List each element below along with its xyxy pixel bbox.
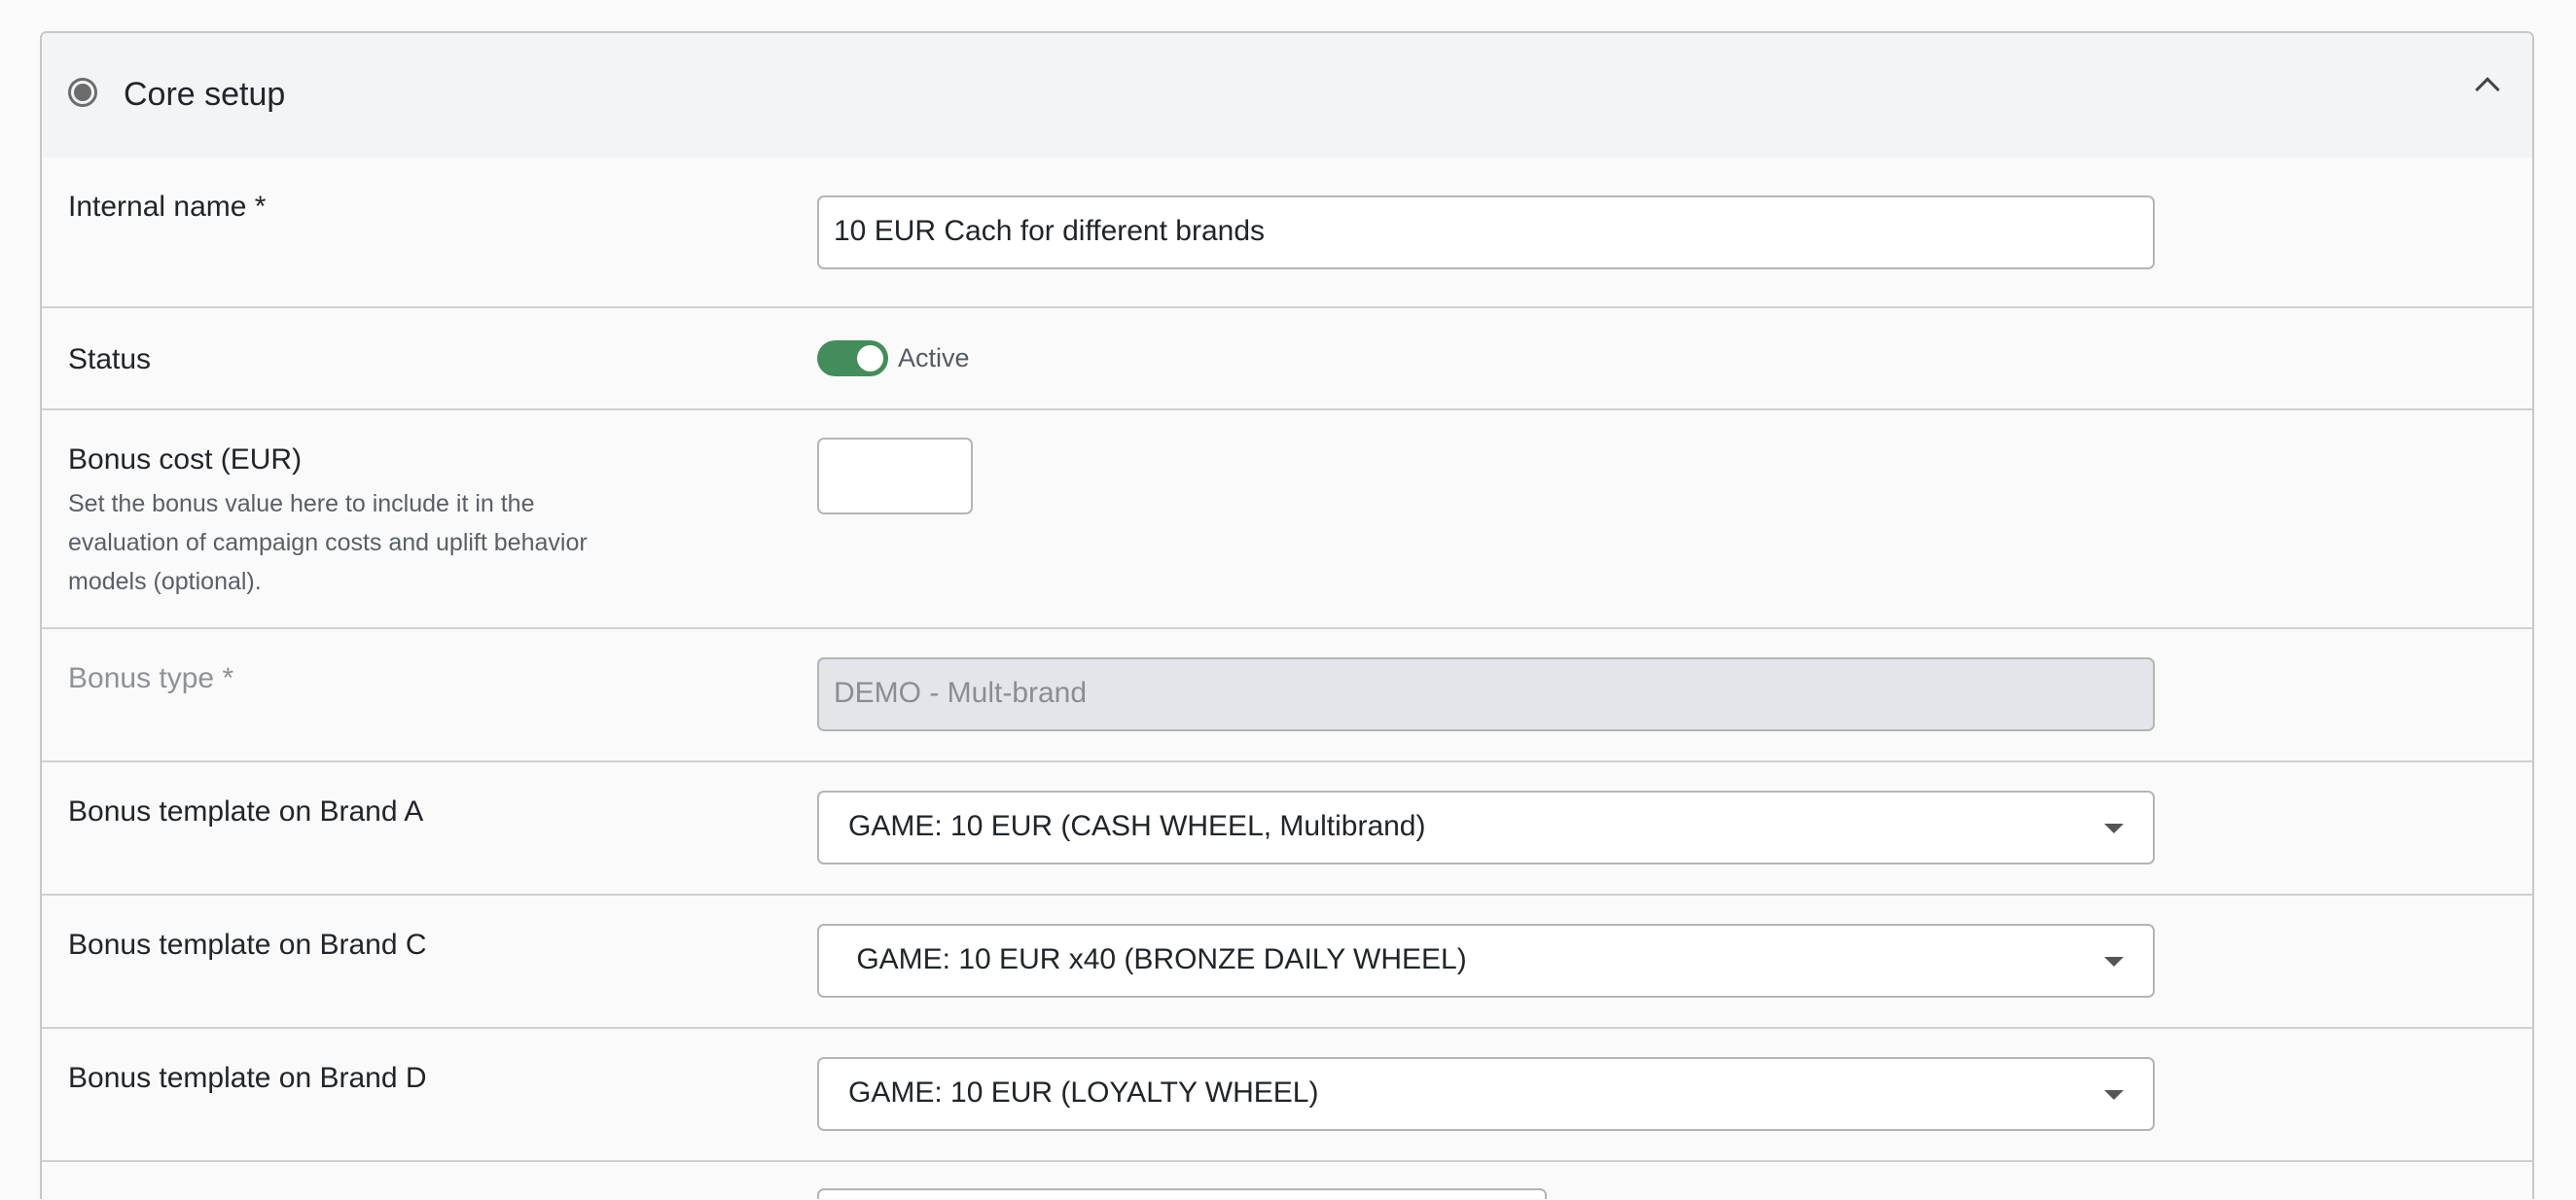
bonus-type-label: Bonus type *	[68, 662, 234, 694]
row-next	[42, 1162, 2532, 1199]
panel-header[interactable]: Core setup	[42, 33, 2532, 158]
chevron-up-icon[interactable]	[2475, 77, 2500, 102]
row-brand-d: Bonus template on Brand D GAME: 10 EUR (…	[42, 1029, 2532, 1162]
status-toggle-label: Active	[898, 343, 970, 372]
status-label: Status	[68, 343, 152, 375]
row-brand-a: Bonus template on Brand A GAME: 10 EUR (…	[42, 762, 2532, 896]
bonus-cost-help: Set the bonus value here to include it i…	[68, 490, 588, 595]
brand-c-select[interactable]: GAME: 10 EUR x40 (BRONZE DAILY WHEEL)	[817, 924, 2155, 998]
internal-name-label: Internal name *	[68, 191, 267, 223]
caret-down-icon	[2104, 824, 2124, 833]
brand-a-label: Bonus template on Brand A	[68, 795, 424, 828]
caret-down-icon	[2104, 1090, 2124, 1100]
brand-c-value: GAME: 10 EUR x40 (BRONZE DAILY WHEEL)	[848, 943, 1467, 975]
row-bonus-cost: Bonus cost (EUR) Set the bonus value her…	[42, 410, 2532, 629]
internal-name-input[interactable]: 10 EUR Cach for different brands	[817, 195, 2155, 269]
bonus-cost-input[interactable]	[817, 438, 973, 514]
brand-a-value: GAME: 10 EUR (CASH WHEEL, Multibrand)	[848, 810, 1426, 842]
status-toggle[interactable]	[817, 340, 888, 376]
brand-c-label: Bonus template on Brand C	[68, 929, 427, 961]
core-setup-panel: Core setup Internal name * 10 EUR Cach f…	[40, 31, 2534, 1199]
brand-d-value: GAME: 10 EUR (LOYALTY WHEEL)	[848, 1076, 1319, 1109]
brand-a-select[interactable]: GAME: 10 EUR (CASH WHEEL, Multibrand)	[817, 791, 2155, 865]
brand-d-select[interactable]: GAME: 10 EUR (LOYALTY WHEEL)	[817, 1057, 2155, 1131]
bonus-cost-label: Bonus cost (EUR)	[68, 443, 303, 476]
row-brand-c: Bonus template on Brand C GAME: 10 EUR x…	[42, 896, 2532, 1029]
radio-icon	[68, 78, 97, 107]
row-internal-name: Internal name * 10 EUR Cach for differen…	[42, 158, 2532, 308]
row-status: Status Active	[42, 308, 2532, 410]
caret-down-icon	[2104, 957, 2124, 967]
brand-d-label: Bonus template on Brand D	[68, 1062, 427, 1094]
row-bonus-type: Bonus type * DEMO - Mult-brand	[42, 629, 2532, 762]
bonus-type-input: DEMO - Mult-brand	[817, 657, 2155, 731]
panel-title: Core setup	[124, 76, 286, 113]
next-field-input[interactable]	[817, 1188, 1547, 1199]
